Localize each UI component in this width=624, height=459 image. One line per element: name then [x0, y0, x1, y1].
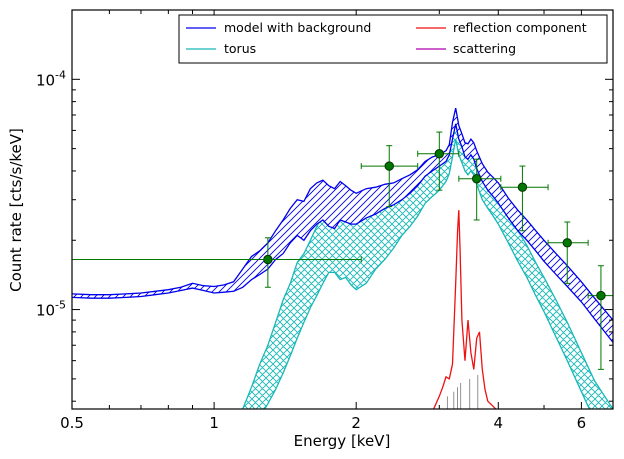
data-point-marker: [384, 161, 394, 171]
band-model-with-background: [72, 108, 613, 343]
legend-label-torus: torus: [224, 41, 256, 56]
y-axis-label: Count rate [cts/s/keV]: [7, 128, 25, 292]
x-tick-label: 0.5: [60, 414, 84, 432]
plot-content: [72, 107, 613, 409]
legend-box: [178, 14, 608, 64]
axis-ticks: 0.5 1 2 4 6 10-5 10-4: [36, 9, 614, 432]
data-point-marker: [434, 149, 445, 159]
x-tick-label: 6: [577, 414, 587, 432]
data-point-marker: [596, 290, 606, 301]
series-reflection-component: [432, 210, 497, 409]
data-point-marker: [471, 174, 482, 184]
x-tick-label: 4: [494, 414, 504, 432]
data-point-marker: [263, 254, 273, 265]
y-tick-label: 10-4: [36, 68, 66, 89]
band-lower-model-with-background: [72, 123, 613, 343]
legend-label-model-with-background: model with background: [224, 20, 371, 35]
legend-label-scattering: scattering: [453, 41, 516, 56]
band-lower-torus: [264, 138, 591, 409]
legend: model with background torus reflection c…: [178, 14, 608, 64]
y-tick-label: 10-5: [36, 299, 66, 320]
legend-label-reflection-component: reflection component: [453, 20, 587, 35]
plot-frame: [71, 9, 614, 410]
data-point-marker: [562, 238, 572, 248]
x-tick-label: 2: [351, 414, 361, 432]
x-axis-label: Energy [keV]: [294, 432, 391, 450]
x-tick-label: 1: [209, 414, 219, 432]
data-point-marker: [517, 182, 528, 192]
